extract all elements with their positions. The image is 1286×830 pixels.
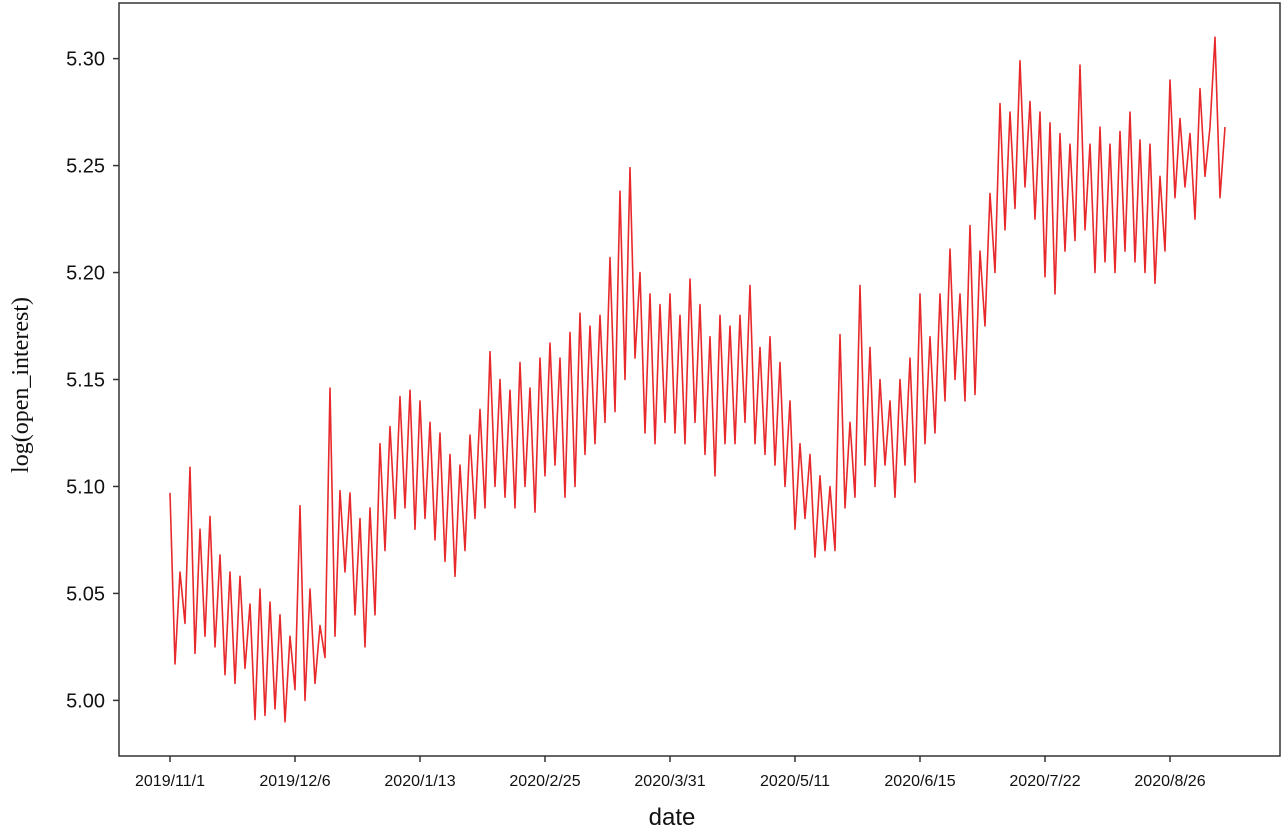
- y-tick-label: 5.30: [66, 49, 105, 71]
- y-tick-label: 5.25: [66, 156, 105, 178]
- x-tick-label: 2020/7/22: [1009, 773, 1080, 790]
- data-line: [169, 36, 1226, 723]
- x-axis-label: date: [649, 804, 696, 830]
- y-tick-label: 5.00: [66, 690, 105, 712]
- y-tick-label: 5.20: [66, 263, 105, 285]
- x-tick-label: 2020/6/15: [884, 773, 955, 790]
- plot-frame: [118, 2, 1281, 757]
- x-tick-label: 2020/8/26: [1134, 773, 1205, 790]
- x-tick-label: 2019/11/1: [135, 773, 205, 790]
- x-tick-label: 2020/3/31: [634, 773, 705, 790]
- x-tick-label: 2019/12/6: [259, 773, 330, 790]
- x-tick-label: 2020/1/13: [384, 773, 455, 790]
- y-tick-label: 5.10: [66, 476, 105, 498]
- y-axis-label: log(open_interest): [8, 297, 34, 473]
- x-tick-label: 2020/5/11: [760, 773, 830, 790]
- x-tick-label: 2020/2/25: [509, 773, 580, 790]
- y-tick-label: 5.05: [66, 583, 105, 605]
- y-tick-label: 5.15: [66, 370, 105, 392]
